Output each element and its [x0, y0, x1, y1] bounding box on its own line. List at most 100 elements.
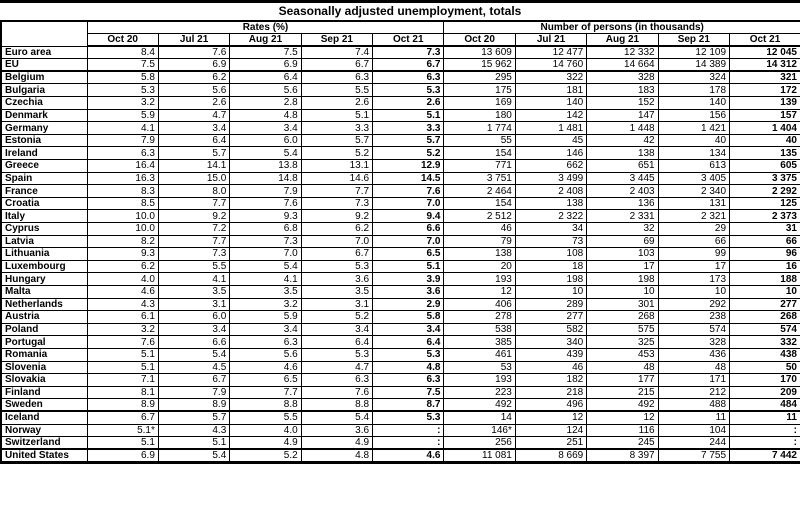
- rate-cell: 4.6: [372, 448, 445, 464]
- persons-cell: 14 664: [586, 58, 659, 72]
- persons-cell: 574: [729, 322, 800, 337]
- table-row: Slovakia 7.1 6.7 6.5 6.3 6.3 193 182 177 171 170: [0, 373, 800, 387]
- country-cell: Netherlands: [0, 297, 88, 312]
- table-row: EU 7.5 6.9 6.9 6.7 6.7 15 962 14 760 14 664 14 38…: [0, 58, 800, 72]
- table-row: Norway 5.1* 4.3 4.0 3.6:146* 124 116 104:: [0, 423, 800, 438]
- rate-cell: 6.2: [157, 70, 231, 85]
- country-cell: Spain: [0, 171, 88, 186]
- table-row: Portugal 7.6 6.6 6.3 6.4 6.4 385 340 325 328 332: [0, 335, 800, 349]
- persons-cell: 292: [657, 297, 731, 312]
- country-cell: Portugal: [0, 335, 88, 349]
- rate-cell: 5.5: [157, 259, 231, 274]
- rate-cell: 6.2: [86, 259, 159, 274]
- rate-cell: 6.4: [300, 335, 374, 349]
- rate-cell: 4.9: [229, 436, 302, 450]
- rate-cell: 8.7: [372, 398, 445, 412]
- persons-cell: 147: [586, 108, 659, 123]
- country-cell: Belgium: [0, 70, 88, 85]
- persons-cell: 10: [586, 284, 659, 299]
- rate-cell: 5.1: [86, 436, 159, 450]
- rate-cell: 5.4: [300, 410, 374, 425]
- persons-cell: 42: [586, 133, 659, 148]
- month-header: Oct 20: [443, 33, 516, 48]
- country-cell: Switzerland: [0, 436, 88, 450]
- rate-cell: 6.9: [229, 58, 302, 72]
- rate-cell: 7.0: [229, 247, 302, 261]
- country-cell: Bulgaria: [0, 83, 88, 98]
- persons-cell: 55: [443, 133, 516, 148]
- rate-cell: 4.1: [86, 121, 159, 135]
- persons-cell: 8 669: [514, 448, 588, 464]
- rate-cell: 7.0: [300, 234, 374, 249]
- persons-cell: 156: [657, 108, 731, 123]
- persons-cell: 172: [729, 83, 800, 98]
- rate-cell: 4.0: [229, 423, 302, 438]
- rate-cell: 5.1: [300, 108, 374, 123]
- country-cell: Denmark: [0, 108, 88, 123]
- persons-cell: 40: [657, 133, 731, 148]
- rate-cell: 3.5: [229, 284, 302, 299]
- persons-cell: 613: [657, 159, 731, 173]
- rate-cell: 6.3: [372, 70, 445, 85]
- persons-cell: 12 109: [657, 45, 731, 60]
- persons-cell: 10: [729, 284, 800, 299]
- persons-cell: 2 408: [514, 184, 588, 198]
- persons-cell: 139: [729, 96, 800, 110]
- rate-cell: 8.3: [86, 184, 159, 198]
- rate-cell: 4.8: [300, 448, 374, 464]
- country-cell: Poland: [0, 322, 88, 337]
- rate-cell: 2.6: [372, 96, 445, 110]
- rate-cell: 7.6: [229, 196, 302, 211]
- persons-cell: 662: [514, 159, 588, 173]
- rate-cell: 5.1: [86, 360, 159, 375]
- persons-cell: 104: [657, 423, 731, 438]
- rate-cell: 3.9: [372, 272, 445, 286]
- persons-cell: 66: [657, 234, 731, 249]
- rate-cell: 4.6: [229, 360, 302, 375]
- table-row: Hungary 4.0 4.1 4.1 3.6 3.9 193 198 198 173 188: [0, 272, 800, 286]
- rate-cell: 5.2: [300, 146, 374, 161]
- persons-cell: 103: [586, 247, 659, 261]
- persons-cell: 7 755: [657, 448, 731, 464]
- rate-cell: 2.8: [229, 96, 302, 110]
- persons-cell: 99: [657, 247, 731, 261]
- persons-cell: 17: [657, 259, 731, 274]
- persons-cell: 436: [657, 347, 731, 362]
- persons-cell: :: [729, 436, 800, 450]
- persons-cell: 182: [514, 373, 588, 387]
- rate-cell: 6.4: [157, 133, 231, 148]
- rate-cell: 3.1: [300, 297, 374, 312]
- persons-cell: 169: [443, 96, 516, 110]
- rate-cell: 7.3: [229, 234, 302, 249]
- rate-cell: 5.1: [157, 436, 231, 450]
- persons-cell: 15 962: [443, 58, 516, 72]
- persons-cell: 108: [514, 247, 588, 261]
- persons-cell: 14: [443, 410, 516, 425]
- rate-cell: 7.9: [86, 133, 159, 148]
- table-row: Euro area 8.4 7.6 7.5 7.4 7.3 13 609 12 477 12 3…: [0, 45, 800, 60]
- month-header: Oct 21: [372, 33, 445, 48]
- persons-cell: 10: [514, 284, 588, 299]
- persons-cell: 48: [657, 360, 731, 375]
- persons-cell: 31: [729, 222, 800, 236]
- persons-cell: 328: [586, 70, 659, 85]
- persons-cell: 438: [729, 347, 800, 362]
- rate-cell: 8.0: [157, 184, 231, 198]
- persons-cell: 3 375: [729, 171, 800, 186]
- rate-cell: 4.7: [300, 360, 374, 375]
- rate-cell: 8.5: [86, 196, 159, 211]
- rate-cell: 8.9: [157, 398, 231, 412]
- rate-cell: 12.9: [372, 159, 445, 173]
- rate-cell: 2.6: [300, 96, 374, 110]
- rate-cell: 9.3: [86, 247, 159, 261]
- rate-cell: 7.9: [157, 385, 231, 400]
- rate-cell: 6.9: [157, 58, 231, 72]
- table-row: Latvia 8.2 7.7 7.3 7.0 7.0 79 73 69 66 66: [0, 234, 800, 249]
- rate-cell: 6.3: [86, 146, 159, 161]
- table-row: Czechia 3.2 2.6 2.8 2.6 2.6 169 140 152 140 139: [0, 96, 800, 110]
- country-cell: Lithuania: [0, 247, 88, 261]
- rate-cell: 7.7: [229, 385, 302, 400]
- persons-cell: 406: [443, 297, 516, 312]
- persons-cell: 325: [586, 335, 659, 349]
- persons-cell: 50: [729, 360, 800, 375]
